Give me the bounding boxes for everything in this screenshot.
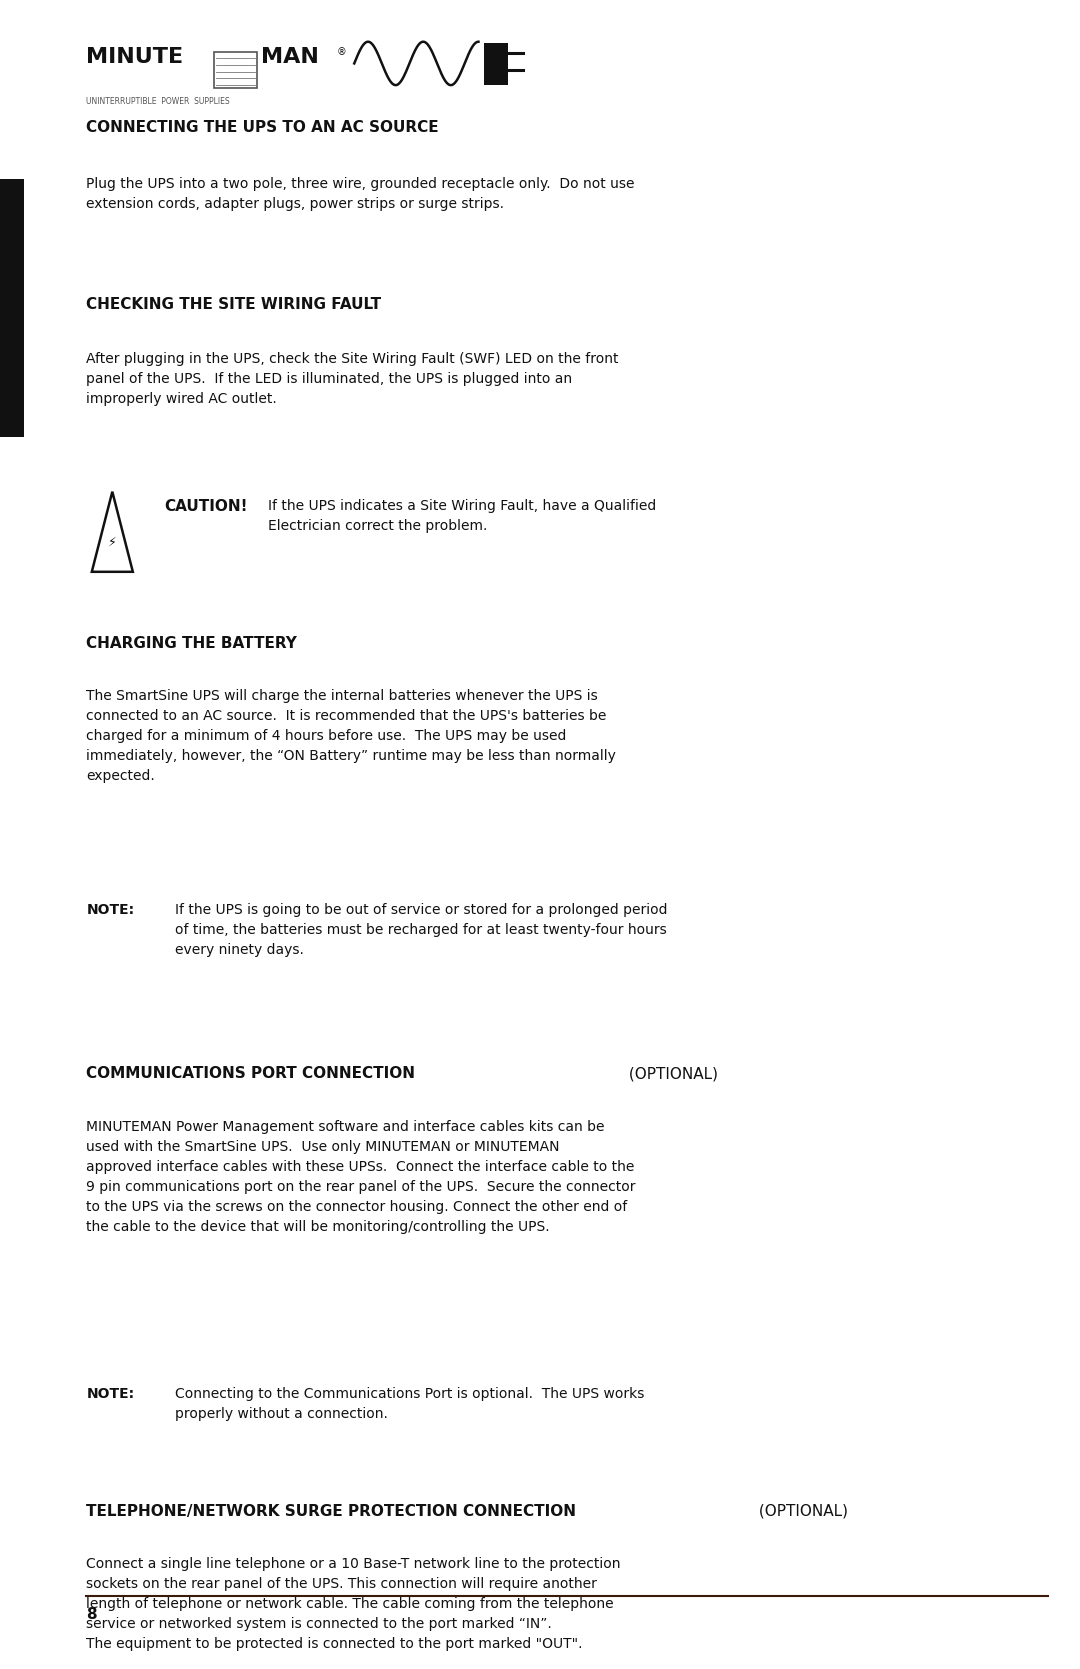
Text: NOTE:: NOTE: [86,903,135,916]
Text: UNINTERRUPTIBLE  POWER  SUPPLIES: UNINTERRUPTIBLE POWER SUPPLIES [86,97,230,105]
Text: After plugging in the UPS, check the Site Wiring Fault (SWF) LED on the front
pa: After plugging in the UPS, check the Sit… [86,352,619,406]
Text: ⚡: ⚡ [108,536,117,549]
Bar [0,179,24,437]
Text: MAN: MAN [261,47,320,67]
Text: TELEPHONE/NETWORK SURGE PROTECTION CONNECTION: TELEPHONE/NETWORK SURGE PROTECTION CONNE… [86,1504,577,1519]
Text: If the UPS is going to be out of service or stored for a prolonged period
of tim: If the UPS is going to be out of service… [175,903,667,956]
Text: (OPTIONAL): (OPTIONAL) [754,1504,848,1519]
Text: CAUTION!: CAUTION! [164,499,247,514]
Text: 8: 8 [86,1607,97,1622]
Bar [484,43,508,85]
Text: CHECKING THE SITE WIRING FAULT: CHECKING THE SITE WIRING FAULT [86,297,381,312]
Text: Connecting to the Communications Port is optional.  The UPS works
properly witho: Connecting to the Communications Port is… [175,1387,645,1420]
Text: CHARGING THE BATTERY: CHARGING THE BATTERY [86,636,297,651]
Bar [214,52,257,88]
Text: The SmartSine UPS will charge the internal batteries whenever the UPS is
connect: The SmartSine UPS will charge the intern… [86,689,617,783]
Text: (OPTIONAL): (OPTIONAL) [624,1066,718,1082]
Text: Plug the UPS into a two pole, three wire, grounded receptacle only.  Do not use
: Plug the UPS into a two pole, three wire… [86,177,635,210]
Text: CONNECTING THE UPS TO AN AC SOURCE: CONNECTING THE UPS TO AN AC SOURCE [86,120,440,135]
Text: Connect a single line telephone or a 10 Base-T network line to the protection
so: Connect a single line telephone or a 10 … [86,1557,621,1651]
Text: COMMUNICATIONS PORT CONNECTION: COMMUNICATIONS PORT CONNECTION [86,1066,416,1082]
Text: NOTE:: NOTE: [86,1387,135,1400]
Text: MINUTEMAN Power Management software and interface cables kits can be
used with t: MINUTEMAN Power Management software and … [86,1120,636,1233]
Text: English: English [8,292,16,325]
Text: ®: ® [337,47,347,57]
Text: If the UPS indicates a Site Wiring Fault, have a Qualified
Electrician correct t: If the UPS indicates a Site Wiring Fault… [268,499,656,532]
Text: MINUTE: MINUTE [86,47,184,67]
